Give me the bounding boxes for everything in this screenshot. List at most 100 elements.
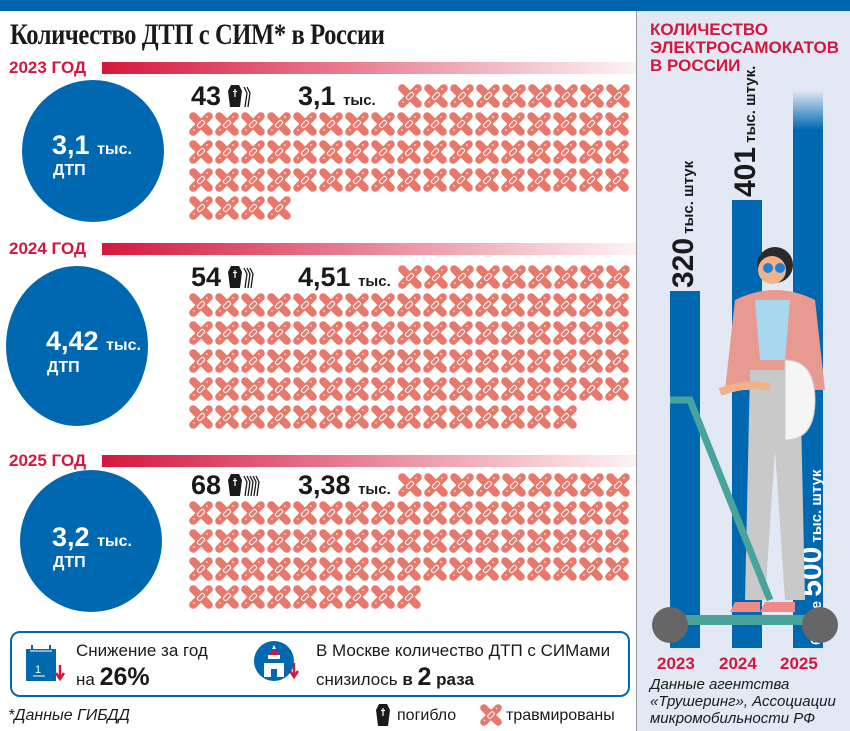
bandage-icon [241, 501, 265, 525]
legend-dead: погибло [397, 707, 457, 724]
bandage-icon [501, 112, 525, 136]
bandage-icon [553, 557, 577, 581]
bandage-icon [501, 501, 525, 525]
bandage-icon [528, 473, 552, 497]
bandage-icon [189, 168, 213, 192]
deaths-count: 54 [191, 262, 222, 292]
bandage-icon [605, 377, 629, 401]
bar-label: 401 тыс. штук. [729, 66, 762, 198]
bandage-icon [476, 265, 500, 289]
kremlin-tower-icon [254, 641, 300, 681]
bandage-icon [267, 405, 291, 429]
bandage-icon [579, 557, 603, 581]
bandage-icon [554, 473, 578, 497]
bandage-icon [371, 377, 395, 401]
bandage-icon [293, 405, 317, 429]
bandage-icon [215, 196, 239, 220]
bandage-icon [397, 405, 421, 429]
page-title: Количество ДТП с СИМ* в России [10, 18, 385, 51]
bandage-icon [605, 349, 629, 373]
bandage-icon [579, 168, 603, 192]
bandage-icon [476, 473, 500, 497]
bandage-icon [424, 84, 448, 108]
bandage-icon [527, 349, 551, 373]
injured-count: 3,38 тыс. [298, 470, 391, 500]
bandage-icon [293, 585, 317, 609]
bandage-icon [293, 168, 317, 192]
bandage-icon [267, 196, 291, 220]
bandage-icon [345, 501, 369, 525]
chart-title: КОЛИЧЕСТВО ЭЛЕКТРОСАМОКАТОВ В РОССИИ [650, 20, 840, 75]
year-label: 2025 ГОД [9, 451, 87, 470]
bandage-icon [527, 377, 551, 401]
bandage-icon [450, 265, 474, 289]
bandage-icon [215, 140, 239, 164]
bandage-icon [189, 321, 213, 345]
bandage-icon [371, 585, 395, 609]
bandage-icon [449, 321, 473, 345]
bandage-icon [189, 501, 213, 525]
info-box: 1 Снижение за год на 26% В Москве количе… [10, 631, 630, 697]
bandage-icon [475, 168, 499, 192]
bandage-icon [293, 140, 317, 164]
bandage-icon [319, 168, 343, 192]
bandage-icon [397, 168, 421, 192]
bandage-icon [501, 349, 525, 373]
bandage-icon [293, 557, 317, 581]
bandage-icon [423, 529, 447, 553]
bandage-icon [579, 293, 603, 317]
bandage-icon [502, 84, 526, 108]
x-tick-label: 2025 [780, 654, 818, 673]
woman-on-scooter-illustration [652, 247, 838, 643]
injured-count: 3,1 тыс. [298, 81, 376, 111]
top-bar [0, 0, 850, 11]
bandage-icon [397, 529, 421, 553]
svg-text:1: 1 [35, 664, 41, 676]
bandage-icon [267, 293, 291, 317]
accidents-value: 3,1 [52, 130, 90, 160]
bandage-icon [371, 112, 395, 136]
bandage-icon [475, 140, 499, 164]
bandage-icon [605, 112, 629, 136]
bandage-icon [501, 377, 525, 401]
bandage-icon [553, 529, 577, 553]
accidents-circle: 4,42 тыс. ДТП [6, 266, 148, 426]
bandage-icon [371, 349, 395, 373]
bandage-icon [423, 501, 447, 525]
bandage-icon [475, 501, 499, 525]
bandage-icon [267, 501, 291, 525]
bandage-icon [553, 377, 577, 401]
bandage-icon [319, 140, 343, 164]
coffin-icon [228, 266, 254, 288]
bandage-icon [527, 501, 551, 525]
bandage-icon [476, 84, 500, 108]
bandage-icon [424, 473, 448, 497]
accidents-circle: 3,2 тыс. ДТП [20, 470, 162, 612]
year-divider [102, 243, 636, 255]
bandage-icon [553, 112, 577, 136]
bandage-icon [449, 557, 473, 581]
bandage-icon [579, 140, 603, 164]
bandage-icon [528, 265, 552, 289]
bandage-icon [449, 168, 473, 192]
bandage-icon [345, 585, 369, 609]
bandage-icon [397, 377, 421, 401]
decline-prefix: на [76, 670, 95, 689]
bandage-icon [293, 529, 317, 553]
bandage-icon [449, 377, 473, 401]
accidents-unit: тыс. [97, 141, 132, 158]
bandage-icon [319, 585, 343, 609]
bandage-icon [501, 140, 525, 164]
moscow-prefix: снизилось [316, 670, 398, 689]
bandage-icon [345, 293, 369, 317]
bandage-icon [397, 112, 421, 136]
bandage-icon [241, 349, 265, 373]
accidents-circle: 3,1 тыс. ДТП [22, 80, 164, 222]
injured-pictogram [189, 84, 630, 609]
bandage-icon [241, 168, 265, 192]
bandage-icon [397, 140, 421, 164]
bandage-icon [475, 112, 499, 136]
bandage-icon [241, 140, 265, 164]
bandage-icon [449, 140, 473, 164]
bandage-icon [215, 405, 239, 429]
